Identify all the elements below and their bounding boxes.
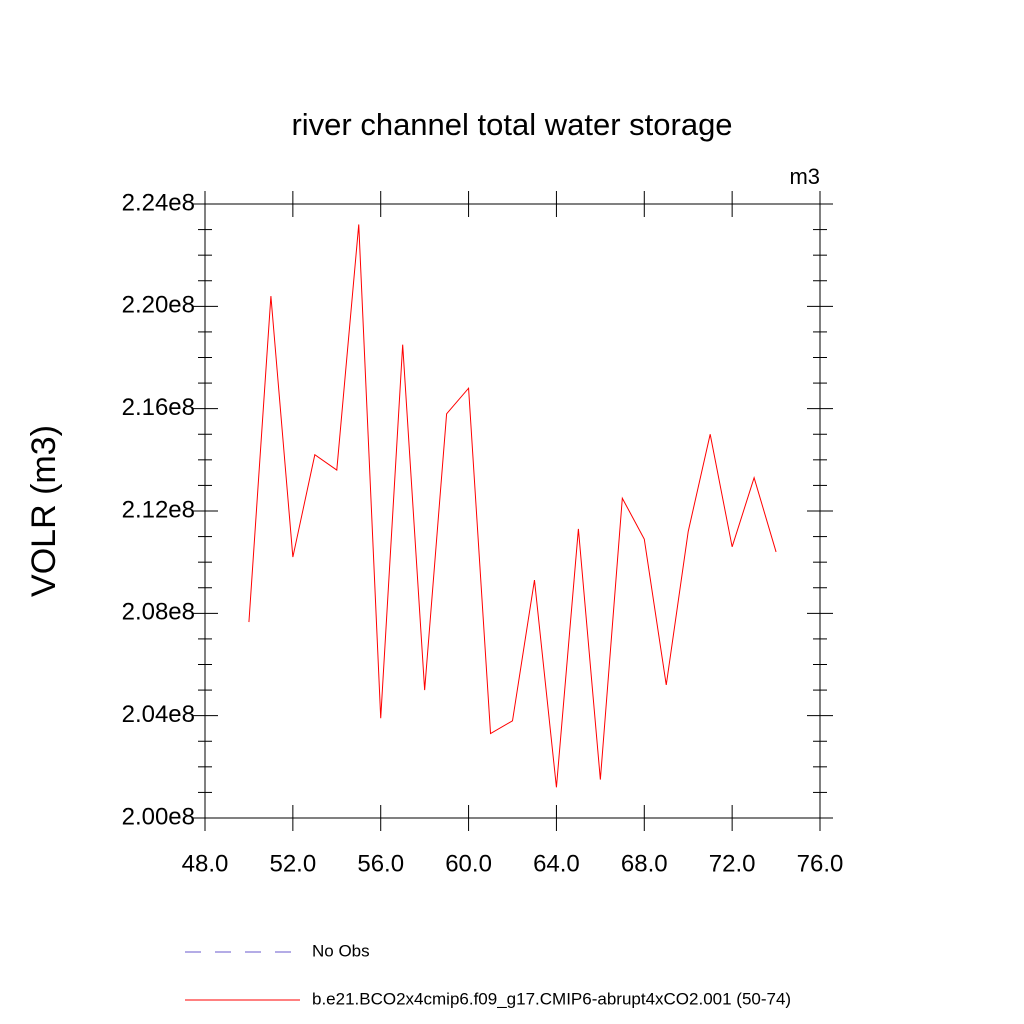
y-axis-label: VOLR (m3) — [25, 425, 63, 597]
legend-label: No Obs — [312, 941, 370, 960]
y-tick-label: 2.20e8 — [122, 292, 195, 319]
legend-label: b.e21.BCO2x4cmip6.f09_g17.CMIP6-abrupt4x… — [312, 989, 791, 1008]
x-tick-label: 52.0 — [269, 850, 316, 877]
plot-frame — [204, 203, 821, 819]
series-line — [248, 224, 777, 788]
x-tick-label: 60.0 — [445, 850, 492, 877]
chart-title: river channel total water storage — [291, 107, 732, 142]
units-label: m3 — [789, 164, 820, 189]
x-tick-label: 72.0 — [709, 850, 756, 877]
x-tick-label: 76.0 — [797, 850, 844, 877]
x-tick-label: 64.0 — [533, 850, 580, 877]
y-tick-label: 2.00e8 — [122, 803, 195, 830]
y-tick-label: 2.04e8 — [122, 701, 195, 728]
y-tick-label: 2.24e8 — [122, 189, 195, 216]
x-tick-label: 48.0 — [182, 850, 229, 877]
y-tick-label: 2.08e8 — [122, 599, 195, 626]
x-tick-label: 56.0 — [357, 850, 404, 877]
x-tick-label: 68.0 — [621, 850, 668, 877]
y-tick-label: 2.12e8 — [122, 496, 195, 523]
y-tick-label: 2.16e8 — [122, 394, 195, 421]
